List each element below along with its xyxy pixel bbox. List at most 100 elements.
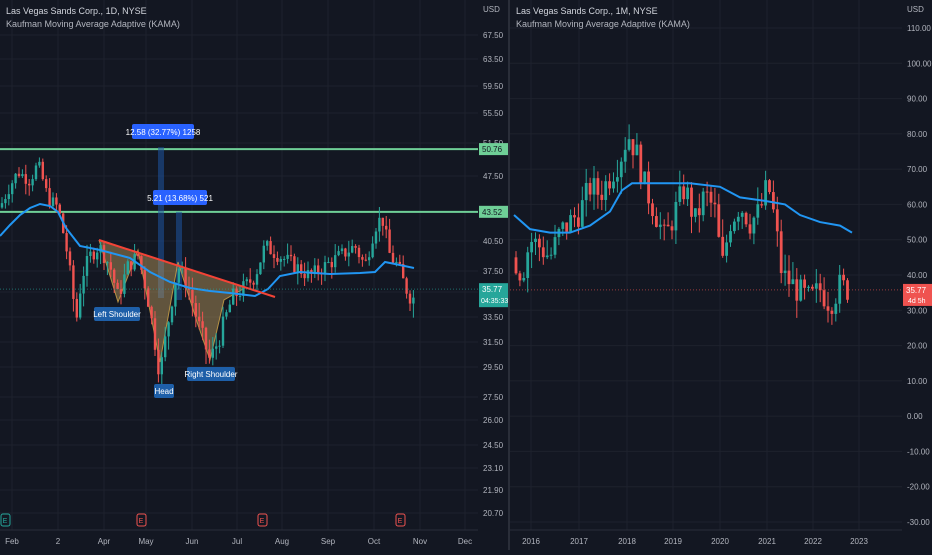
candle-body [647,171,650,204]
candle-body [252,282,255,285]
candle-body [136,254,140,257]
candle-body [522,277,526,281]
kama-line[interactable] [0,202,415,298]
candle-body [381,217,384,226]
candle-body [709,191,713,203]
candle-body [545,255,549,258]
candle-body [211,348,214,358]
candle-body [289,254,293,257]
price-tick-label: 20.70 [483,509,504,518]
x-tick-label: Sep [321,537,336,546]
candle-body [82,275,85,294]
candle-body [153,318,157,350]
x-tick-label: Jun [186,537,199,546]
candle-body [293,256,296,273]
currency-label: USD [907,5,924,14]
candle-body [682,186,686,200]
candle-body [553,237,557,255]
candle-body [811,286,814,289]
candle-body [327,261,330,263]
candle-body [164,336,167,358]
candle-body [99,245,102,253]
price-tick-label: 10.00 [907,377,928,386]
candle-body [262,245,265,263]
candle-body [170,306,174,323]
candle-body [330,261,333,268]
price-tick-label: 31.50 [483,338,504,347]
candle-body [588,183,592,195]
candle-body [174,282,177,307]
candle-body [204,327,208,350]
candle-body [814,283,818,289]
candle-body [834,303,838,314]
candle-body [116,282,119,290]
monthly-chart[interactable]: USD 110.00 100.00 90.00 80.00 70.00 60.00 50.00… [510,0,932,550]
earnings-marker[interactable] [0,513,11,527]
candle-body [764,180,767,206]
candle-body [45,179,48,189]
measure-label-lower[interactable]: 5.21 (13.68%) 521 [147,190,213,205]
x-tick-label: May [138,537,153,546]
candle-body [147,288,150,307]
candle-body [623,149,627,162]
candle-body [340,248,344,252]
measure-label-upper[interactable]: 12.58 (32.77%) 1258 [126,124,201,139]
candle-body [89,251,92,257]
earnings-marker[interactable] [257,513,268,527]
candle-body [96,252,99,260]
candle-body [272,254,276,258]
candle-body [666,224,670,227]
candle-body [167,322,170,337]
candle-body [385,225,388,230]
earnings-marker[interactable] [136,513,147,527]
x-tick-label: 2018 [618,537,636,546]
x-tick-label: 2017 [570,537,588,546]
candle-body [191,289,194,304]
x-tick-label: Nov [413,537,427,546]
candle-body [184,267,187,289]
earnings-marker[interactable] [395,513,406,527]
kama-line[interactable] [513,182,853,234]
head-shoulders-pattern[interactable] [99,240,245,362]
candle-body [351,246,354,253]
candle-body [838,274,842,304]
candle-body [4,199,7,204]
panel-divider[interactable] [508,0,510,550]
candle-body [627,139,631,150]
candle-body [752,217,756,234]
candle-body [405,278,408,294]
candle-body [65,233,68,252]
x-tick-label: 2023 [850,537,868,546]
daily-chart[interactable]: 12.58 (32.77%) 1258 5.21 (13.68%) 521 Left… [0,0,508,550]
price-tick-label: 33.50 [483,313,504,322]
candle-body [228,304,231,313]
candle-body [357,247,361,258]
candle-body [787,270,791,285]
candle-body [600,194,604,200]
neckline-trendline[interactable] [98,239,276,298]
candle-body [68,251,72,266]
earnings-marker-text: E [3,518,8,525]
measure-range-upper[interactable] [158,147,164,298]
label-right-shoulder: Right Shoulder [185,367,238,381]
measure-range-lower[interactable] [176,211,182,300]
candle-body [514,257,518,274]
candle-body [760,204,764,206]
monthly-chart-panel[interactable]: USD 110.00 100.00 90.00 80.00 70.00 60.00 50.00… [510,0,932,550]
candle-body [140,256,143,270]
candle-body [736,216,740,222]
candle-body [596,178,600,195]
candle-body [604,181,608,200]
candle-body [631,139,635,156]
candle-body [143,269,146,289]
candle-body [92,251,95,260]
candle-body [518,273,522,281]
candle-body [11,183,14,195]
price-tick-label: 0.00 [907,412,923,421]
price-tick-label: 21.90 [483,486,504,495]
daily-chart-panel[interactable]: 12.58 (32.77%) 1258 5.21 (13.68%) 521 Left… [0,0,508,550]
candle-body [313,265,316,274]
candle-body [276,257,279,262]
price-tick-label: 47.50 [483,172,504,181]
chart-title: Las Vegas Sands Corp., 1D, NYSE [6,6,147,16]
